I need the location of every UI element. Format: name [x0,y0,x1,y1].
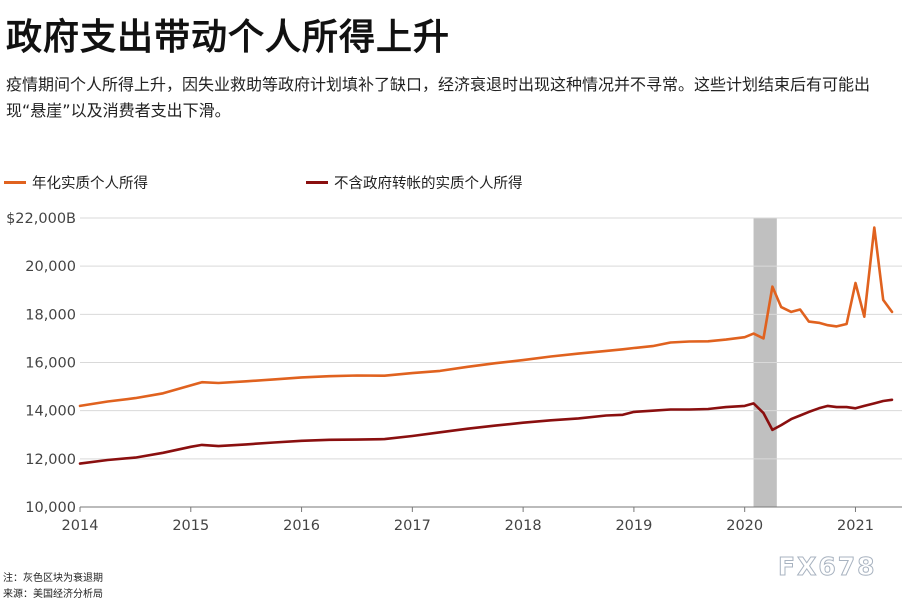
y-tick-label: 12,000 [25,452,76,468]
series-line-income [78,226,894,408]
y-tick-label: 18,000 [25,307,76,323]
x-tick-label: 2017 [394,518,431,534]
legend-item-income-ex-transfers: 不含政府转帐的实质个人所得 [306,172,523,193]
chart-notes: 注：灰色区块为衰退期 来源：美国经济分析局 [3,571,103,603]
x-tick-label: 2019 [615,518,652,534]
x-tick-label: 2020 [726,518,763,534]
y-tick-label: 14,000 [25,404,76,420]
recession-note: 注：灰色区块为衰退期 [3,573,103,584]
watermark-logo: FX678 [778,552,877,582]
y-tick-label: 20,000 [25,259,76,275]
legend-swatch-income [4,181,26,184]
legend-item-income: 年化实质个人所得 [4,172,148,193]
source-note: 来源：美国经济分析局 [3,589,103,600]
legend-swatch-income-ex-transfers [306,181,328,184]
x-tick-label: 2016 [283,518,320,534]
series-line-income-ex-transfers [78,398,894,465]
chart-subtitle: 疫情期间个人所得上升，因失业救助等政府计划填补了缺口，经济衰退时出现这种情况并不… [6,75,871,120]
y-tick-label: 16,000 [25,356,76,372]
y-tick-label: 10,000 [25,500,76,516]
chart-title: 政府支出带动个人所得上升 [6,16,451,58]
x-tick-label: 2021 [837,518,874,534]
x-tick-label: 2015 [172,518,209,534]
legend-label-income-ex-transfers: 不含政府转帐的实质个人所得 [334,176,523,192]
x-tick-label: 2018 [505,518,542,534]
legend-label-income: 年化实质个人所得 [32,176,148,192]
y-tick-label: $22,000B [6,211,76,227]
x-tick-label: 2014 [62,518,99,534]
